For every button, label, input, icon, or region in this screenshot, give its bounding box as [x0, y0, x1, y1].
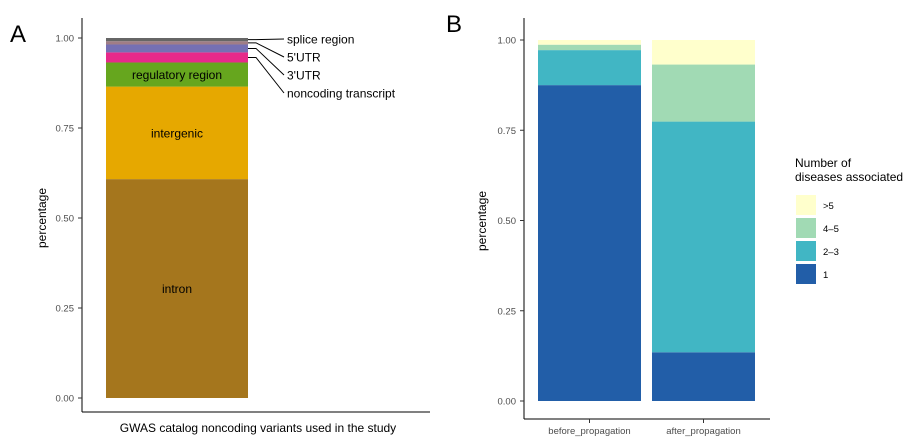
panel-a-annotation-label: 5'UTR [287, 51, 321, 65]
legend-swatch [796, 218, 816, 238]
panel-b-bar-segment [652, 121, 755, 353]
panel-a-x-axis-label: GWAS catalog noncoding variants used in … [120, 421, 396, 435]
legend-label: >5 [823, 201, 834, 212]
panel-b: B 0.00 0.25 0.50 0.75 1.00 before_propagation… [446, 11, 903, 437]
panel-a-y-tick-label: 0.50 [56, 214, 75, 225]
panel-a-annotation-line [248, 47, 285, 76]
panel-a-y-tick-label: 0.25 [56, 304, 75, 315]
panel-b-bar-segment [538, 50, 641, 86]
panel-b-y-tick-label: 1.00 [498, 36, 517, 47]
panel-a-y-tick-label: 0.75 [56, 124, 75, 135]
panel-a-annotation-label: splice region [287, 33, 354, 47]
panel-b-bar-segment [652, 40, 755, 65]
panel-a-bar-segment-noncoding-transcript [106, 52, 248, 63]
panel-a-annotation-line [248, 42, 285, 58]
panel-b-label: B [446, 11, 462, 38]
panel-a-segment-label: intergenic [151, 126, 203, 140]
panel-a-bar-segment-5-utr [106, 41, 248, 45]
legend-title: diseases associated [795, 170, 903, 184]
panel-a-segment-label: intron [162, 282, 192, 296]
legend-swatch [796, 264, 816, 284]
panel-b-y-tick-label: 0.75 [498, 126, 517, 137]
panel-a-bar-segment-splice-region [106, 38, 248, 42]
panel-a-annotation-line [248, 38, 285, 41]
panel-a-segment-label: regulatory region [132, 68, 222, 82]
panel-b-y-axis-label: percentage [475, 191, 489, 251]
panel-b-bar-segment [538, 85, 641, 401]
panel-b-bar-segment [538, 40, 641, 45]
panel-b-y-tick-label: 0.00 [498, 397, 517, 408]
panel-a-y-tick-label: 0.00 [56, 394, 75, 405]
legend-label: 4–5 [823, 224, 839, 235]
legend-label: 2–3 [823, 247, 839, 258]
panel-a-y-tick-label: 1.00 [56, 34, 75, 45]
panel-b-y-tick-label: 0.25 [498, 306, 517, 317]
panel-b-bar-segment [538, 44, 641, 51]
panel-a-label: A [10, 21, 26, 48]
legend-title: Number of [795, 156, 852, 170]
legend-swatch [796, 241, 816, 261]
panel-a-y-axis-label: percentage [35, 188, 49, 248]
panel-a: A 0.00 0.25 0.50 0.75 1.00 intron intergenic r… [10, 18, 430, 435]
panel-a-bar-segment-intron [106, 179, 248, 398]
panel-a-annotation-line [248, 56, 285, 94]
panel-b-x-tick-label: after_propagation [666, 426, 740, 437]
legend-label: 1 [823, 270, 828, 281]
legend-swatch [796, 195, 816, 215]
panel-b-x-tick-label: before_propagation [548, 426, 630, 437]
panel-b-y-tick-label: 0.50 [498, 216, 517, 227]
panel-b-bar-segment [652, 352, 755, 401]
panel-a-bar-segment-intergenic [106, 86, 248, 180]
panel-a-bar-segment-3-utr [106, 44, 248, 53]
panel-a-annotation-label: 3'UTR [287, 69, 321, 83]
panel-a-annotation-label: noncoding transcript [287, 87, 396, 101]
panel-a-bar-segment-regulatory-region [106, 62, 248, 87]
panel-b-bar-segment [652, 64, 755, 122]
